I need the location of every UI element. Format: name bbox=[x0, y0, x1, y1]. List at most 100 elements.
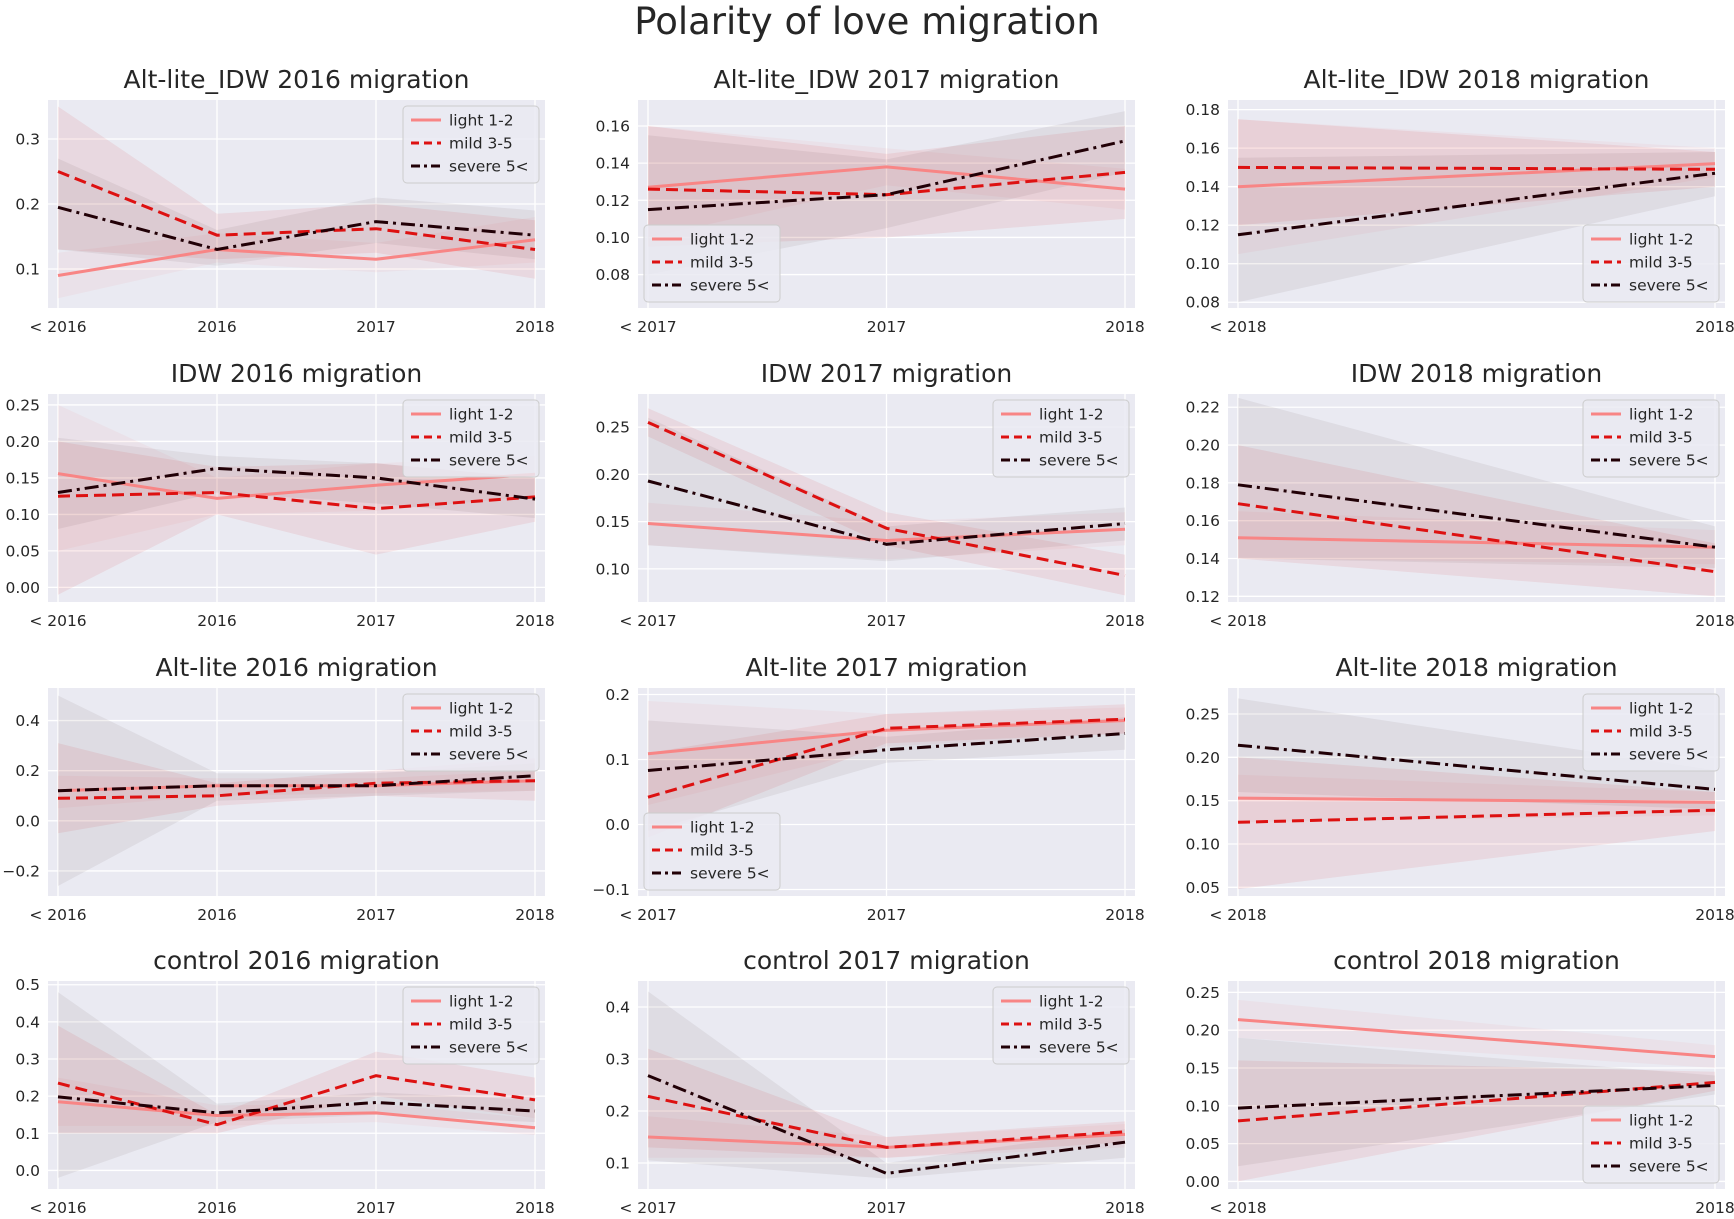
y-tick-label: 0.3 bbox=[15, 131, 40, 149]
series-line-light bbox=[57, 238, 536, 277]
legend-label-light: light 1-2 bbox=[1039, 406, 1104, 424]
y-tick-label: 0.4 bbox=[15, 1013, 40, 1031]
confidence-band-light bbox=[648, 701, 1125, 805]
subplot-title: Alt-lite_IDW 2017 migration bbox=[714, 65, 1060, 94]
legend-label-light: light 1-2 bbox=[690, 819, 755, 837]
subplot-1: Alt-lite_IDW 2016 migration < 2016 2016 201… bbox=[15, 65, 554, 336]
x-tick-label: < 2017 bbox=[619, 906, 676, 924]
subplot-10: control 2016 migration < 2016 2016 2017 2018… bbox=[15, 946, 554, 1217]
y-tick-label: 0.05 bbox=[5, 542, 40, 560]
subplot-title: control 2017 migration bbox=[743, 946, 1030, 975]
subplot-7: Alt-lite 2016 migration < 2016 2016 2017 201… bbox=[2, 653, 554, 924]
confidence-band-light bbox=[58, 1077, 535, 1136]
y-tick-label: 0.16 bbox=[595, 118, 630, 136]
y-tick-label: 0.2 bbox=[15, 1088, 40, 1106]
y-tick-label: 0.15 bbox=[1185, 792, 1220, 810]
legend-label-severe: severe 5< bbox=[1039, 1039, 1119, 1057]
y-tick-label: 0.1 bbox=[15, 261, 40, 279]
legend-label-severe: severe 5< bbox=[690, 277, 770, 295]
confidence-band-light bbox=[1238, 999, 1715, 1068]
legend-label-light: light 1-2 bbox=[1039, 993, 1104, 1011]
x-tick-label: < 2018 bbox=[1209, 612, 1266, 630]
x-tick-label: < 2016 bbox=[29, 1199, 86, 1217]
y-tick-label: 0.1 bbox=[605, 1155, 630, 1173]
subplot-5: IDW 2017 migration < 2017 2017 2018 0.10 0.15… bbox=[595, 359, 1144, 630]
legend-label-light: light 1-2 bbox=[1629, 406, 1694, 424]
confidence-band-mild bbox=[648, 704, 1125, 838]
legend-label-light: light 1-2 bbox=[1629, 700, 1694, 718]
x-tick-label: 2016 bbox=[197, 612, 236, 630]
y-tick-label: 0.0 bbox=[15, 1162, 40, 1180]
confidence-band-mild bbox=[648, 126, 1125, 247]
y-tick-label: 0.12 bbox=[1185, 588, 1220, 606]
legend: light 1-2 mild 3-5 severe 5< bbox=[402, 105, 540, 184]
y-tick-label: 0.18 bbox=[1185, 101, 1220, 119]
x-tick-label: 2016 bbox=[197, 906, 236, 924]
x-tick-label: 2017 bbox=[867, 906, 906, 924]
series-line-light bbox=[1237, 796, 1716, 804]
y-tick-label: 0.14 bbox=[1185, 550, 1220, 568]
legend-label-light: light 1-2 bbox=[449, 700, 514, 718]
legend-label-severe: severe 5< bbox=[1629, 746, 1709, 764]
legend-label-light: light 1-2 bbox=[449, 993, 514, 1011]
y-tick-label: 0.4 bbox=[605, 999, 630, 1017]
y-tick-label: 0.25 bbox=[1185, 706, 1220, 724]
y-tick-label: 0.0 bbox=[15, 812, 40, 830]
y-tick-label: 0.3 bbox=[15, 1051, 40, 1069]
series-line-severe bbox=[57, 1095, 536, 1115]
series-line-light bbox=[1237, 536, 1716, 549]
subplot-9: Alt-lite 2018 migration < 2018 2018 0.05 0.1… bbox=[1185, 653, 1734, 924]
confidence-band-severe bbox=[58, 992, 535, 1178]
x-tick-label: 2018 bbox=[515, 906, 554, 924]
x-tick-label: 2018 bbox=[1105, 612, 1144, 630]
legend-frame bbox=[992, 986, 1130, 1065]
x-tick-label: 2018 bbox=[1695, 906, 1734, 924]
subplot-3: Alt-lite_IDW 2018 migration < 2018 2018 0.0… bbox=[1185, 65, 1734, 336]
legend: light 1-2 mild 3-5 severe 5< bbox=[992, 399, 1130, 478]
series-line-light bbox=[57, 1100, 536, 1130]
confidence-band-severe bbox=[58, 158, 535, 266]
x-tick-label: 2018 bbox=[1105, 906, 1144, 924]
legend-frame bbox=[1582, 224, 1720, 303]
confidence-band-mild bbox=[648, 1048, 1125, 1158]
legend: light 1-2 mild 3-5 severe 5< bbox=[1582, 693, 1720, 772]
subplot-11: control 2017 migration < 2017 2017 2018 0.1 0… bbox=[605, 946, 1144, 1217]
series-line-mild bbox=[57, 1074, 536, 1127]
series-line-severe bbox=[647, 479, 1126, 546]
x-tick-label: < 2016 bbox=[29, 318, 86, 336]
y-tick-label: 0.10 bbox=[595, 229, 630, 247]
series-line-severe bbox=[1237, 1083, 1716, 1110]
y-tick-label: 0.25 bbox=[595, 419, 630, 437]
y-tick-label: 0.16 bbox=[1185, 140, 1220, 158]
x-tick-label: 2017 bbox=[867, 612, 906, 630]
subplot-title: Alt-lite 2017 migration bbox=[745, 653, 1027, 682]
y-tick-label: 0.2 bbox=[605, 1103, 630, 1121]
confidence-band-light bbox=[648, 126, 1125, 238]
y-tick-label: 0.20 bbox=[1185, 437, 1220, 455]
x-tick-label: < 2016 bbox=[29, 906, 86, 924]
y-tick-label: 0.08 bbox=[1185, 294, 1220, 312]
legend: light 1-2 mild 3-5 severe 5< bbox=[992, 986, 1130, 1065]
y-tick-label: 0.05 bbox=[1185, 879, 1220, 897]
y-tick-label: 0.20 bbox=[1185, 1022, 1220, 1040]
legend-label-mild: mild 3-5 bbox=[1039, 429, 1103, 447]
legend-label-severe: severe 5< bbox=[449, 1039, 529, 1057]
confidence-band-light bbox=[58, 404, 535, 551]
y-tick-label: 0.20 bbox=[5, 433, 40, 451]
x-tick-label: < 2017 bbox=[619, 612, 676, 630]
legend: light 1-2 mild 3-5 severe 5< bbox=[402, 693, 540, 772]
legend-label-mild: mild 3-5 bbox=[1039, 1016, 1103, 1034]
x-tick-label: 2017 bbox=[356, 1199, 395, 1217]
series-line-light bbox=[1237, 162, 1716, 189]
legend: light 1-2 mild 3-5 severe 5< bbox=[1582, 399, 1720, 478]
x-tick-label: 2018 bbox=[515, 318, 554, 336]
confidence-band-light bbox=[1238, 774, 1715, 823]
x-tick-label: 2018 bbox=[1695, 318, 1734, 336]
y-tick-label: 0.10 bbox=[1185, 836, 1220, 854]
legend: light 1-2 mild 3-5 severe 5< bbox=[1582, 1105, 1720, 1184]
legend-label-severe: severe 5< bbox=[1039, 452, 1119, 470]
legend-label-severe: severe 5< bbox=[449, 746, 529, 764]
y-tick-label: 0.1 bbox=[15, 1125, 40, 1143]
confidence-band-light bbox=[58, 217, 535, 299]
